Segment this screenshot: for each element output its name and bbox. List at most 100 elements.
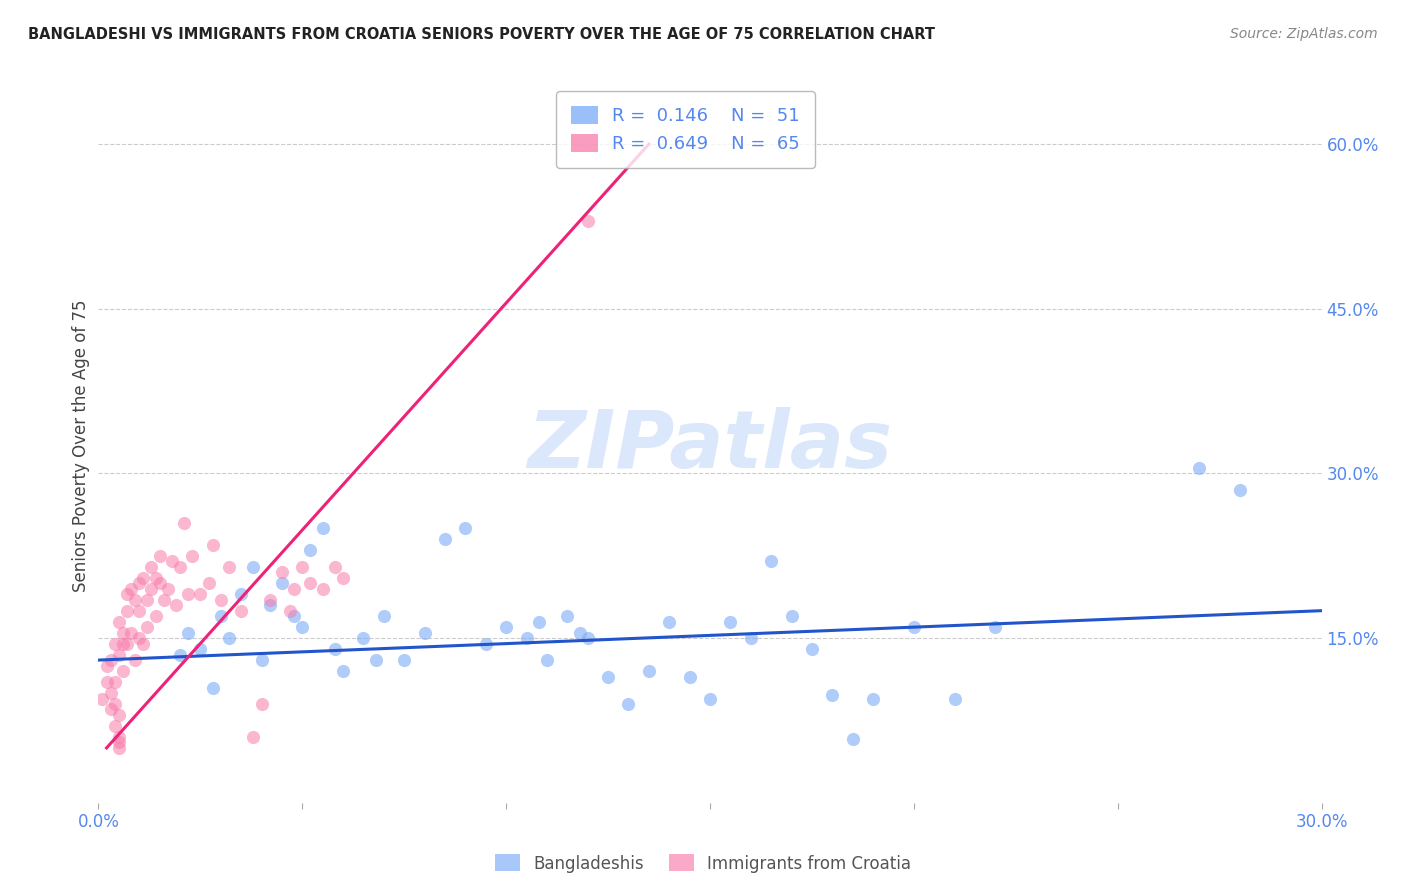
Point xyxy=(128,604,150,618)
Point xyxy=(984,620,1007,634)
Point xyxy=(352,631,374,645)
Point xyxy=(145,571,167,585)
Point xyxy=(323,559,346,574)
Point xyxy=(165,598,187,612)
Point xyxy=(197,576,219,591)
Text: BANGLADESHI VS IMMIGRANTS FROM CROATIA SENIORS POVERTY OVER THE AGE OF 75 CORREL: BANGLADESHI VS IMMIGRANTS FROM CROATIA S… xyxy=(28,27,935,42)
Point xyxy=(149,576,172,591)
Point xyxy=(128,631,150,645)
Legend: R =  0.146    N =  51, R =  0.649    N =  65: R = 0.146 N = 51, R = 0.649 N = 65 xyxy=(557,91,814,168)
Point xyxy=(364,653,387,667)
Point xyxy=(283,609,305,624)
Point xyxy=(291,559,314,574)
Point xyxy=(862,691,884,706)
Point xyxy=(104,719,127,733)
Point xyxy=(188,642,212,657)
Point xyxy=(259,598,281,612)
Y-axis label: Seniors Poverty Over the Age of 75: Seniors Poverty Over the Age of 75 xyxy=(72,300,90,592)
Point xyxy=(780,609,803,624)
Point xyxy=(173,516,195,530)
Point xyxy=(557,609,579,624)
Point xyxy=(108,648,131,662)
Point xyxy=(120,625,142,640)
Point xyxy=(132,571,155,585)
Point xyxy=(100,653,122,667)
Point xyxy=(111,625,134,640)
Point xyxy=(108,708,131,723)
Point xyxy=(291,620,314,634)
Point xyxy=(527,615,550,629)
Point xyxy=(312,582,335,596)
Point xyxy=(169,648,191,662)
Point xyxy=(96,658,118,673)
Point xyxy=(516,631,538,645)
Point xyxy=(821,688,844,702)
Point xyxy=(373,609,395,624)
Point xyxy=(495,620,517,634)
Point xyxy=(903,620,925,634)
Point xyxy=(250,653,273,667)
Point xyxy=(679,669,702,683)
Point xyxy=(108,735,131,749)
Point xyxy=(943,691,966,706)
Point xyxy=(156,582,179,596)
Point xyxy=(250,697,273,711)
Point xyxy=(231,587,253,601)
Point xyxy=(740,631,762,645)
Point xyxy=(638,664,661,678)
Point xyxy=(536,653,558,667)
Point xyxy=(218,559,240,574)
Point xyxy=(124,653,146,667)
Point xyxy=(141,582,163,596)
Point xyxy=(299,576,322,591)
Point xyxy=(104,637,127,651)
Point xyxy=(312,521,335,535)
Point xyxy=(111,664,134,678)
Point xyxy=(434,533,457,547)
Point xyxy=(332,664,354,678)
Point xyxy=(128,576,150,591)
Point xyxy=(115,637,138,651)
Point xyxy=(598,669,620,683)
Point xyxy=(761,554,783,568)
Point xyxy=(270,576,294,591)
Point xyxy=(120,582,142,596)
Point xyxy=(201,681,224,695)
Point xyxy=(658,615,681,629)
Point xyxy=(136,592,159,607)
Point xyxy=(323,642,346,657)
Point xyxy=(209,609,232,624)
Point xyxy=(242,559,264,574)
Text: Source: ZipAtlas.com: Source: ZipAtlas.com xyxy=(1230,27,1378,41)
Point xyxy=(720,615,742,629)
Point xyxy=(454,521,477,535)
Point xyxy=(100,686,122,700)
Point xyxy=(1229,483,1251,497)
Point xyxy=(111,637,134,651)
Text: ZIPatlas: ZIPatlas xyxy=(527,407,893,485)
Point xyxy=(115,587,138,601)
Point xyxy=(242,730,264,744)
Point xyxy=(145,609,167,624)
Point xyxy=(177,587,200,601)
Point xyxy=(188,587,212,601)
Point xyxy=(576,631,599,645)
Point xyxy=(136,620,159,634)
Point xyxy=(617,697,640,711)
Point xyxy=(141,559,163,574)
Point xyxy=(177,625,200,640)
Point xyxy=(132,637,155,651)
Point xyxy=(91,691,114,706)
Point xyxy=(576,214,599,228)
Legend: Bangladeshis, Immigrants from Croatia: Bangladeshis, Immigrants from Croatia xyxy=(488,847,918,880)
Point xyxy=(568,625,591,640)
Point xyxy=(259,592,281,607)
Point xyxy=(474,637,498,651)
Point xyxy=(392,653,416,667)
Point xyxy=(278,604,301,618)
Point xyxy=(413,625,436,640)
Point xyxy=(169,559,191,574)
Point xyxy=(152,592,174,607)
Point xyxy=(231,604,253,618)
Point xyxy=(283,582,305,596)
